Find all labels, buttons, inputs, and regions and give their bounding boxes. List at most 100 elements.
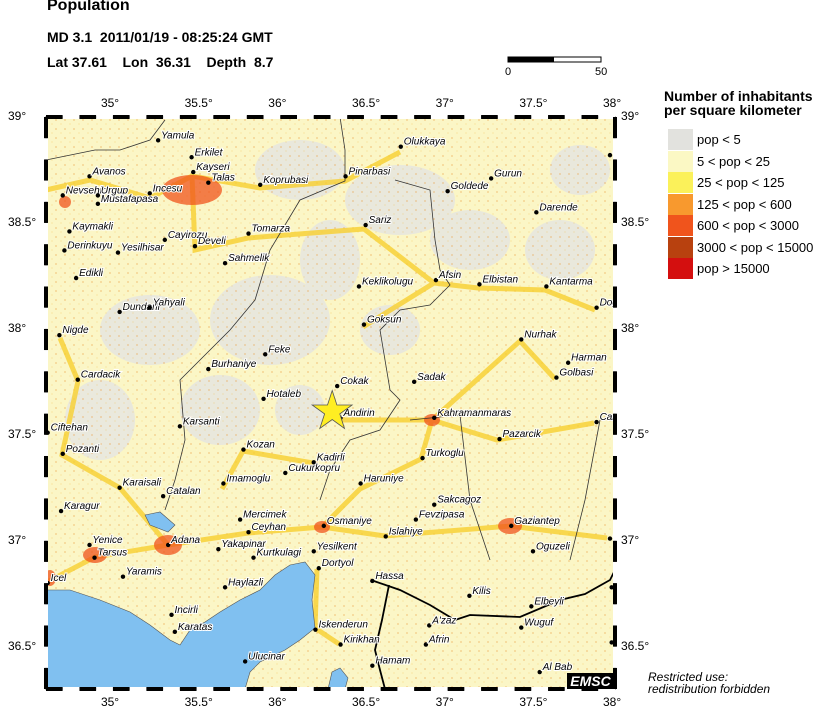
city-dot-icon xyxy=(192,244,198,249)
city-marker[interactable]: Kadirli xyxy=(311,451,346,465)
city-marker[interactable]: Kozan xyxy=(241,439,276,452)
city-marker[interactable]: Hamam xyxy=(370,655,411,668)
city-marker[interactable]: Sariz xyxy=(363,214,392,228)
city-marker[interactable]: Tarsus xyxy=(92,547,128,560)
city-marker[interactable]: Incesu xyxy=(147,182,184,196)
city-marker[interactable]: Incirli xyxy=(169,604,200,618)
city-marker[interactable]: Edikli xyxy=(73,267,105,281)
city-marker[interactable]: Goldede xyxy=(445,180,490,194)
city-marker[interactable]: Avanos xyxy=(87,165,127,179)
city-marker[interactable]: Mustafapasa xyxy=(95,193,160,207)
city-marker[interactable]: Develi xyxy=(192,235,228,249)
city-marker[interactable]: Darende xyxy=(534,201,579,215)
city-marker[interactable]: Ciftehan xyxy=(45,422,89,435)
city-marker[interactable]: Hotaleb xyxy=(261,388,302,401)
city-marker[interactable]: Karagur xyxy=(58,500,101,514)
city-marker[interactable]: Adana xyxy=(165,534,202,548)
city-marker[interactable]: Pinarbasi xyxy=(343,165,392,179)
epicenter-star-icon[interactable] xyxy=(310,389,354,430)
city-marker[interactable]: Karaisali xyxy=(117,477,163,490)
city-marker[interactable]: Afrin xyxy=(423,634,451,647)
city-marker[interactable]: Derinkuyu xyxy=(62,239,114,253)
city-marker[interactable]: Ulucinar xyxy=(242,650,286,664)
city-marker[interactable]: Yahyali xyxy=(147,297,187,310)
scale-end: 50 xyxy=(595,66,608,78)
city-marker[interactable]: Karsanti xyxy=(177,415,221,429)
city-dot-icon xyxy=(147,191,152,196)
city-marker[interactable]: Ceyhan xyxy=(246,521,287,535)
city-marker[interactable]: Pazarcik xyxy=(497,428,543,442)
city-marker[interactable]: Sakcagoz xyxy=(432,494,482,507)
city-marker[interactable]: Kirikhan xyxy=(338,634,381,647)
city-marker[interactable]: Dog xyxy=(594,297,618,310)
city-marker[interactable]: Yesilhisar xyxy=(115,242,165,255)
frame-band xyxy=(44,667,48,689)
city-marker[interactable]: Haruniye xyxy=(358,473,405,486)
city-marker[interactable]: Kilis xyxy=(467,585,492,598)
city-marker[interactable]: Talas xyxy=(206,172,236,185)
city-marker[interactable]: Yamula xyxy=(155,129,196,143)
city-marker[interactable]: Islahiye xyxy=(383,525,424,539)
city-marker[interactable]: Goksun xyxy=(361,314,403,327)
city-marker[interactable]: Dortyol xyxy=(316,557,355,571)
city-marker[interactable]: Al Bab xyxy=(537,661,574,675)
city-marker[interactable]: Pozanti xyxy=(60,443,101,457)
city-marker[interactable]: Erkilet xyxy=(189,146,225,160)
city-marker[interactable]: Elbeyli xyxy=(529,595,566,609)
city-marker[interactable]: Yesilkent xyxy=(311,540,359,554)
city-marker[interactable]: Sahmelik xyxy=(222,252,271,266)
city-marker[interactable]: Cak xyxy=(594,411,618,425)
city-marker[interactable]: Imamoglu xyxy=(221,473,272,486)
city-marker[interactable]: Dundarli xyxy=(117,301,162,315)
city-marker[interactable]: Elbistan xyxy=(477,273,519,287)
city-marker[interactable]: A'zaz xyxy=(427,614,457,628)
city-marker[interactable]: Cayirozu xyxy=(162,229,209,243)
city-marker[interactable]: Yakapinar xyxy=(216,538,267,552)
city-marker[interactable]: Yenice xyxy=(87,534,124,548)
legend-label: pop < 5 xyxy=(697,132,741,147)
city-label: Pazarcik xyxy=(503,429,542,440)
city-marker[interactable]: Karatas xyxy=(172,621,213,634)
city-marker[interactable]: Osmaniye xyxy=(321,515,373,529)
city-marker[interactable]: Catalan xyxy=(160,485,202,499)
city-label: Urgup xyxy=(101,185,129,196)
frame-band xyxy=(613,604,617,626)
legend-swatch xyxy=(668,193,693,215)
city-dot-icon xyxy=(62,248,67,253)
frame-band xyxy=(447,115,465,119)
city-marker[interactable]: Oguzeli xyxy=(530,540,572,554)
city-marker[interactable]: Kaymakli xyxy=(67,220,115,234)
city-marker[interactable]: Wuguf xyxy=(519,617,555,630)
city-marker[interactable]: Hassa xyxy=(370,570,405,584)
city-marker[interactable]: Koprubasi xyxy=(258,174,310,187)
lon-tick-label: 35.5° xyxy=(184,96,213,110)
city-marker[interactable]: Cukurkopru xyxy=(283,462,341,476)
city-marker[interactable]: Cardacik xyxy=(75,369,122,382)
city-marker[interactable]: Gaziantep xyxy=(509,515,561,529)
city-marker[interactable]: Kayseri xyxy=(191,161,231,175)
city-marker[interactable]: Urgup xyxy=(95,184,130,198)
city-marker[interactable]: Kantarma xyxy=(544,275,594,289)
city-marker[interactable]: Fevzipasa xyxy=(413,509,466,522)
city-marker[interactable]: Iskenderun xyxy=(313,619,369,632)
city-marker[interactable]: Nurhak xyxy=(519,328,559,342)
city-dot-icon xyxy=(165,542,171,548)
city-marker[interactable]: Kahramanmaras xyxy=(432,407,512,421)
city-marker[interactable]: Mercimek xyxy=(237,509,288,522)
city-marker[interactable]: Olukkaya xyxy=(398,136,447,149)
city-marker[interactable]: Nigde xyxy=(57,324,90,338)
city-marker[interactable]: Sadak xyxy=(411,371,448,385)
city-marker[interactable]: Keklikolugu xyxy=(356,275,415,289)
city-marker[interactable]: Burhaniye xyxy=(206,358,258,372)
city-marker[interactable]: Turkoglu xyxy=(420,447,465,461)
city-marker[interactable]: Harman xyxy=(565,352,608,365)
city-marker[interactable]: Golbasi xyxy=(554,367,595,380)
city-marker[interactable]: Afsin xyxy=(433,269,463,283)
city-marker[interactable]: Feke xyxy=(263,343,292,357)
city-marker[interactable]: Cokak xyxy=(334,375,371,389)
city-marker[interactable]: Gurun xyxy=(488,167,523,181)
city-marker[interactable]: Haylazli xyxy=(222,576,265,590)
city-marker[interactable]: Yaramis xyxy=(120,566,163,579)
city-marker[interactable]: Kurtkulagi xyxy=(251,547,303,560)
city-marker[interactable]: Tomarza xyxy=(246,223,291,236)
